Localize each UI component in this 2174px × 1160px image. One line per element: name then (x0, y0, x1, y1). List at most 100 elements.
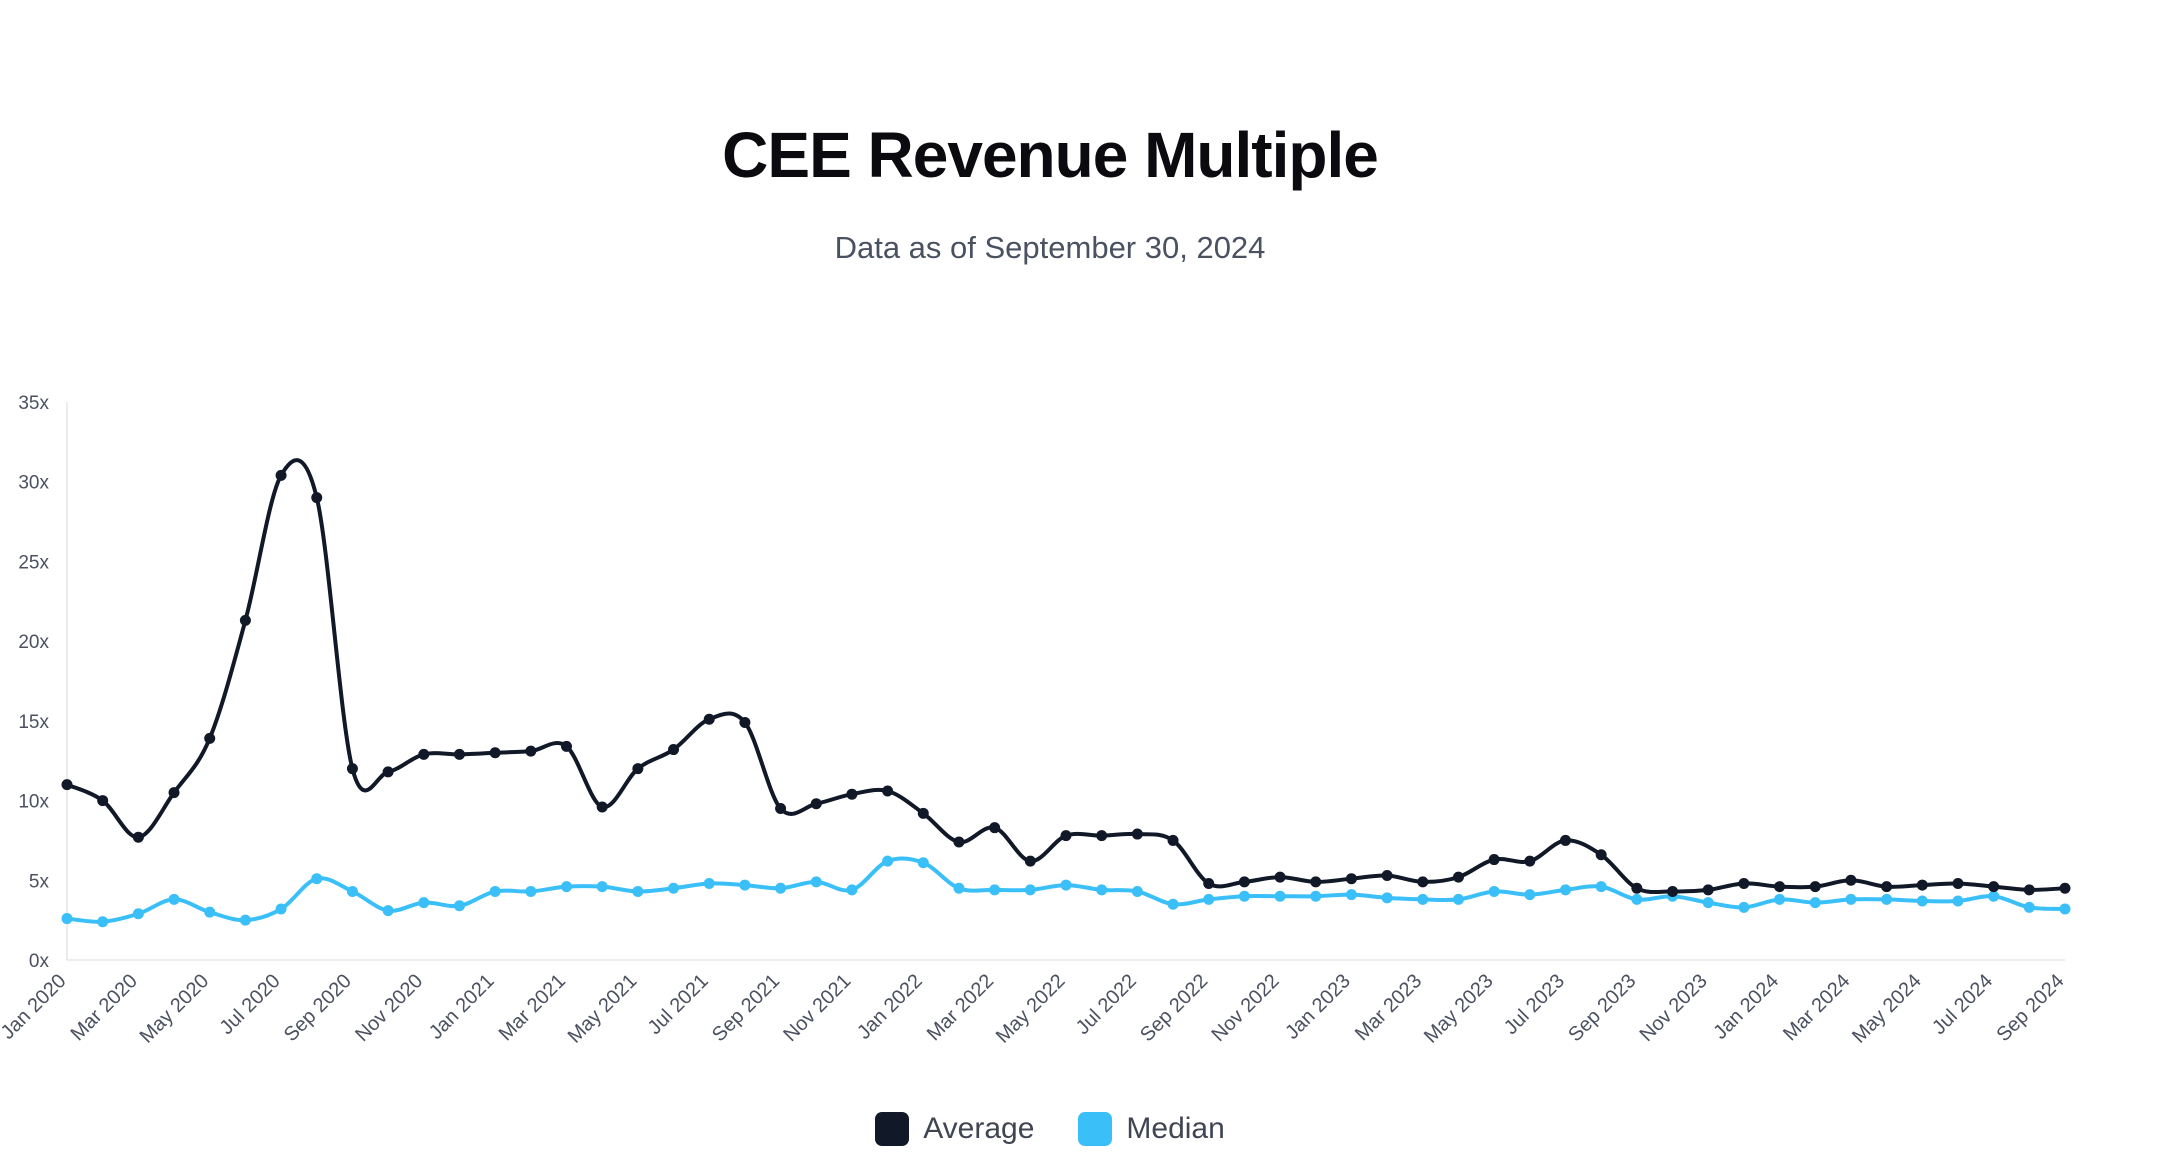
data-point-median[interactable] (2059, 903, 2071, 915)
data-point-average[interactable] (1845, 874, 1857, 886)
data-point-median[interactable] (1274, 890, 1286, 902)
data-point-median[interactable] (1096, 884, 1108, 896)
data-point-average[interactable] (1667, 885, 1679, 897)
data-point-median[interactable] (1916, 895, 1928, 907)
data-point-median[interactable] (739, 879, 751, 891)
data-point-average[interactable] (1274, 871, 1286, 883)
data-point-median[interactable] (775, 882, 787, 894)
data-point-median[interactable] (61, 913, 73, 925)
data-point-median[interactable] (1952, 895, 1964, 907)
data-point-average[interactable] (561, 740, 572, 752)
data-point-average[interactable] (311, 492, 323, 504)
data-point-average[interactable] (346, 763, 358, 775)
data-point-median[interactable] (132, 908, 144, 920)
data-point-median[interactable] (2023, 901, 2035, 913)
data-point-average[interactable] (1417, 876, 1429, 888)
data-point-average[interactable] (1988, 881, 2000, 893)
data-point-average[interactable] (846, 788, 858, 800)
data-point-average[interactable] (1060, 830, 1072, 842)
data-point-average[interactable] (1203, 877, 1215, 889)
data-point-median[interactable] (668, 882, 680, 894)
data-point-median[interactable] (1631, 893, 1643, 905)
data-point-average[interactable] (2059, 882, 2071, 894)
data-point-median[interactable] (1560, 884, 1571, 896)
legend-item-median[interactable]: Median (1078, 1112, 1225, 1146)
data-point-median[interactable] (1238, 890, 1250, 902)
data-point-average[interactable] (168, 787, 180, 799)
data-point-median[interactable] (1595, 881, 1607, 893)
data-point-median[interactable] (1988, 890, 2000, 902)
data-point-median[interactable] (1131, 885, 1143, 897)
data-point-average[interactable] (418, 748, 430, 760)
data-point-average[interactable] (1560, 834, 1571, 846)
data-point-average[interactable] (703, 713, 715, 725)
data-point-average[interactable] (632, 763, 644, 775)
data-point-median[interactable] (239, 914, 251, 926)
data-point-median[interactable] (1345, 889, 1357, 901)
data-point-average[interactable] (1631, 882, 1643, 894)
data-point-average[interactable] (1595, 849, 1607, 861)
data-point-average[interactable] (1881, 881, 1893, 893)
data-point-median[interactable] (311, 873, 323, 885)
data-point-average[interactable] (453, 748, 465, 760)
data-point-median[interactable] (1024, 884, 1036, 896)
data-point-average[interactable] (596, 801, 608, 813)
data-point-median[interactable] (275, 903, 287, 915)
data-point-average[interactable] (810, 798, 822, 810)
data-point-average[interactable] (1310, 876, 1322, 888)
data-point-median[interactable] (1881, 893, 1893, 905)
data-point-median[interactable] (1452, 893, 1464, 905)
data-point-median[interactable] (917, 857, 929, 869)
data-point-average[interactable] (1488, 854, 1500, 866)
data-point-median[interactable] (1203, 893, 1215, 905)
data-point-average[interactable] (1167, 834, 1179, 846)
data-point-average[interactable] (1452, 871, 1464, 883)
data-point-average[interactable] (775, 803, 787, 815)
data-point-median[interactable] (1524, 889, 1536, 901)
data-point-average[interactable] (1131, 828, 1143, 840)
data-point-median[interactable] (418, 897, 430, 909)
data-point-average[interactable] (739, 716, 751, 728)
data-point-median[interactable] (1738, 901, 1750, 913)
data-point-average[interactable] (917, 807, 929, 819)
data-point-average[interactable] (882, 785, 894, 797)
data-point-median[interactable] (1381, 892, 1393, 904)
data-point-average[interactable] (1952, 877, 1964, 889)
data-point-median[interactable] (1809, 897, 1821, 909)
data-point-average[interactable] (1809, 881, 1821, 893)
data-point-median[interactable] (453, 900, 465, 912)
data-point-median[interactable] (703, 877, 715, 889)
data-point-median[interactable] (1060, 879, 1072, 891)
data-point-average[interactable] (132, 831, 144, 843)
data-point-average[interactable] (989, 822, 1001, 834)
data-point-median[interactable] (846, 884, 858, 896)
data-point-average[interactable] (1024, 855, 1036, 867)
data-point-median[interactable] (1417, 893, 1429, 905)
data-point-average[interactable] (1096, 830, 1108, 842)
data-point-median[interactable] (1774, 893, 1786, 905)
data-point-median[interactable] (1488, 885, 1500, 897)
data-point-average[interactable] (1916, 879, 1928, 891)
data-point-median[interactable] (382, 905, 394, 917)
data-point-median[interactable] (596, 881, 608, 893)
data-point-median[interactable] (632, 885, 644, 897)
data-point-average[interactable] (239, 614, 251, 626)
data-point-average[interactable] (1774, 881, 1786, 893)
data-point-average[interactable] (1381, 870, 1393, 882)
data-point-average[interactable] (382, 766, 394, 778)
data-point-median[interactable] (1310, 890, 1322, 902)
data-point-median[interactable] (989, 884, 1001, 896)
data-point-average[interactable] (525, 745, 537, 757)
data-point-median[interactable] (1167, 898, 1179, 910)
data-point-median[interactable] (489, 885, 501, 897)
data-point-average[interactable] (1702, 884, 1714, 896)
data-point-average[interactable] (953, 836, 965, 848)
legend-item-average[interactable]: Average (875, 1112, 1034, 1146)
data-point-average[interactable] (97, 795, 109, 807)
data-point-average[interactable] (61, 779, 73, 791)
data-point-median[interactable] (1702, 897, 1714, 909)
data-point-median[interactable] (561, 881, 572, 893)
data-point-average[interactable] (2023, 884, 2035, 896)
data-point-average[interactable] (668, 744, 680, 756)
data-point-median[interactable] (204, 906, 216, 918)
